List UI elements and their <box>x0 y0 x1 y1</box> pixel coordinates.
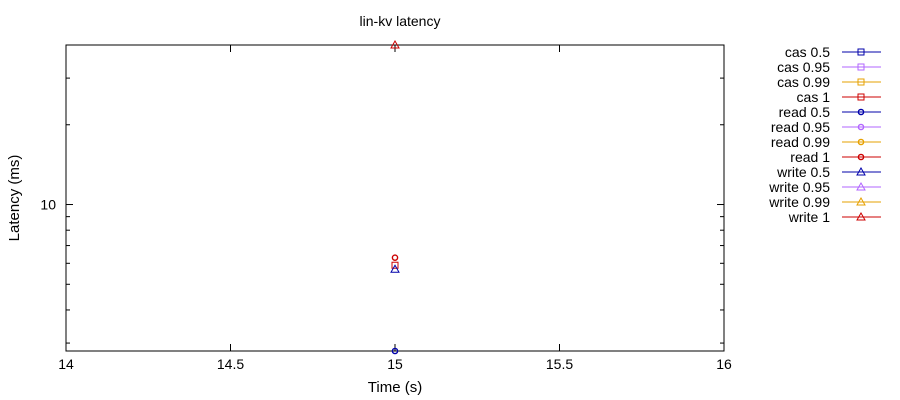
legend-label: read 1 <box>790 149 830 165</box>
legend-label: cas 0.99 <box>777 74 830 90</box>
legend-marker <box>856 181 866 191</box>
legend-label: write 0.95 <box>768 179 830 195</box>
y-axis: 10 <box>40 44 724 344</box>
y-axis-label: Latency (ms) <box>6 155 23 242</box>
legend-label: read 0.99 <box>771 134 830 150</box>
legend-marker <box>857 63 865 71</box>
x-tick-label: 14 <box>58 356 74 372</box>
x-axis-label: Time (s) <box>368 379 422 396</box>
legend-label: write 1 <box>788 209 830 225</box>
legend-marker <box>857 48 865 56</box>
legend-label: write 0.5 <box>776 164 830 180</box>
legend-marker <box>856 211 866 221</box>
legend-marker <box>857 153 865 161</box>
legend-label: read 0.5 <box>779 104 831 120</box>
legend-marker <box>857 138 865 146</box>
data-point <box>391 347 399 355</box>
legend-marker <box>856 196 866 206</box>
x-tick-label: 14.5 <box>217 356 244 372</box>
x-axis: 14 14.5 15 15.5 16 <box>58 45 732 372</box>
legend-label: cas 1 <box>797 89 831 105</box>
plot-frame <box>65 44 725 352</box>
data-point <box>391 254 399 261</box>
legend-marker <box>856 166 866 176</box>
legend-label: cas 0.5 <box>785 44 830 60</box>
data-point <box>390 264 400 273</box>
x-tick-label: 16 <box>716 356 732 372</box>
legend-marker <box>857 93 865 101</box>
legend-label: cas 0.95 <box>777 59 830 75</box>
legend-marker <box>857 78 865 86</box>
data-point <box>391 261 399 269</box>
data-point <box>390 39 400 49</box>
legend-label: write 0.99 <box>768 194 830 210</box>
chart-title: lin-kv latency <box>360 13 441 29</box>
x-tick-label: 15.5 <box>546 356 573 372</box>
legend-marker <box>857 108 865 116</box>
legend-marker <box>857 123 865 131</box>
data-points <box>390 39 400 355</box>
x-tick-label: 15 <box>387 356 403 372</box>
legend-label: read 0.95 <box>771 119 830 135</box>
y-tick-label: 10 <box>40 197 56 213</box>
